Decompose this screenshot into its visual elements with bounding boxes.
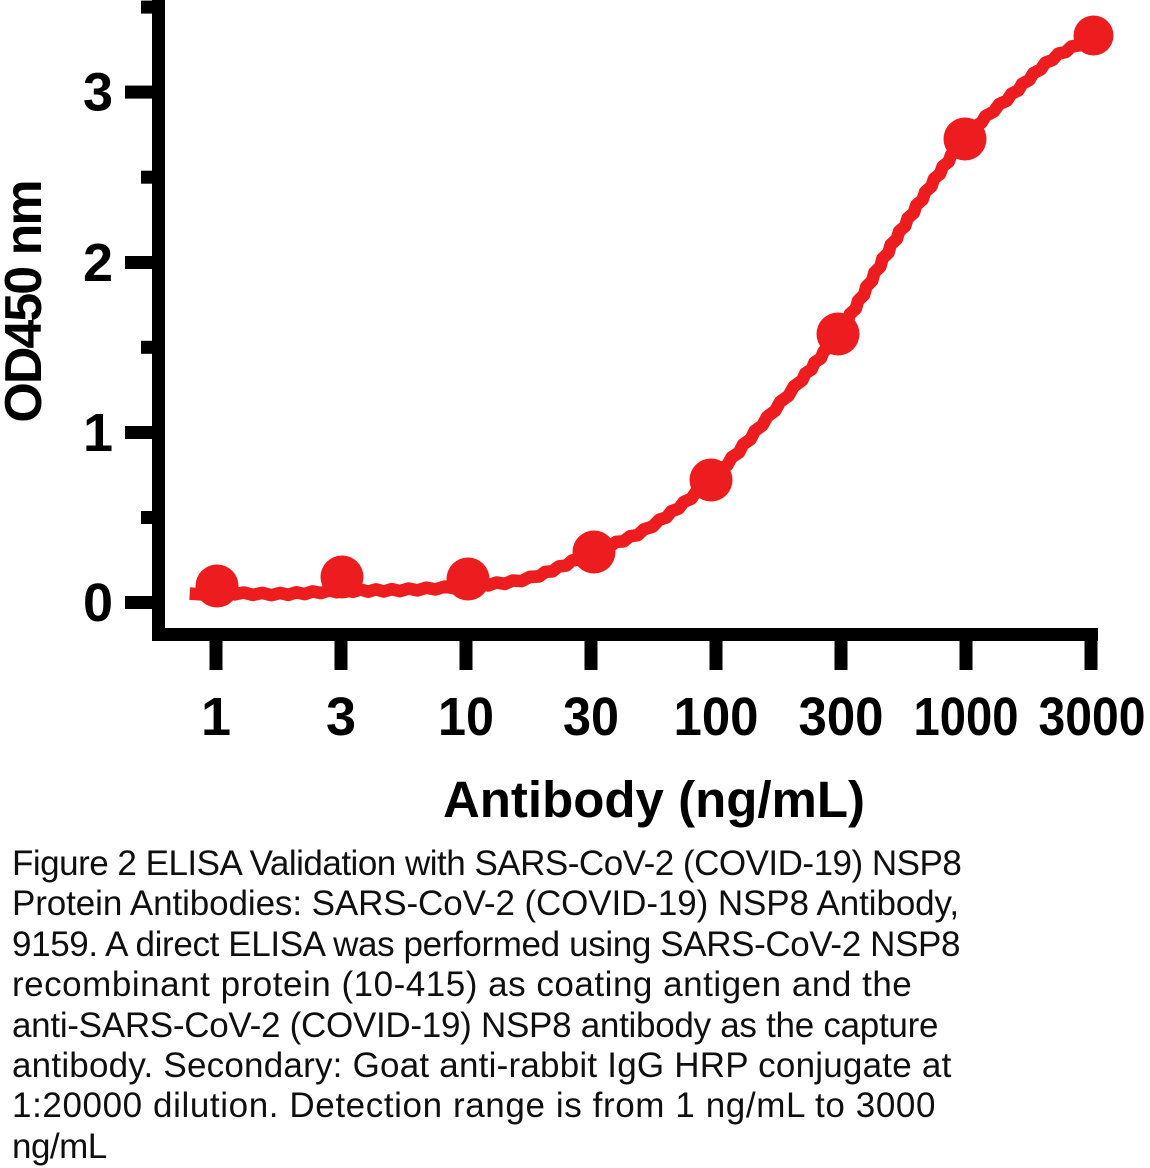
svg-text:10: 10 — [438, 687, 494, 747]
svg-text:3: 3 — [83, 63, 113, 123]
svg-text:30: 30 — [563, 687, 619, 747]
svg-text:OD450 nm: OD450 nm — [0, 181, 53, 422]
svg-text:100: 100 — [674, 687, 759, 747]
svg-text:2: 2 — [83, 233, 113, 293]
svg-text:300: 300 — [799, 687, 884, 747]
svg-text:1000: 1000 — [914, 687, 1019, 747]
svg-text:1: 1 — [83, 403, 113, 463]
svg-text:3: 3 — [326, 687, 356, 747]
svg-text:Antibody (ng/mL): Antibody (ng/mL) — [443, 771, 865, 828]
svg-text:0: 0 — [83, 573, 113, 633]
svg-text:3000: 3000 — [1039, 687, 1146, 747]
svg-text:1: 1 — [201, 687, 231, 747]
